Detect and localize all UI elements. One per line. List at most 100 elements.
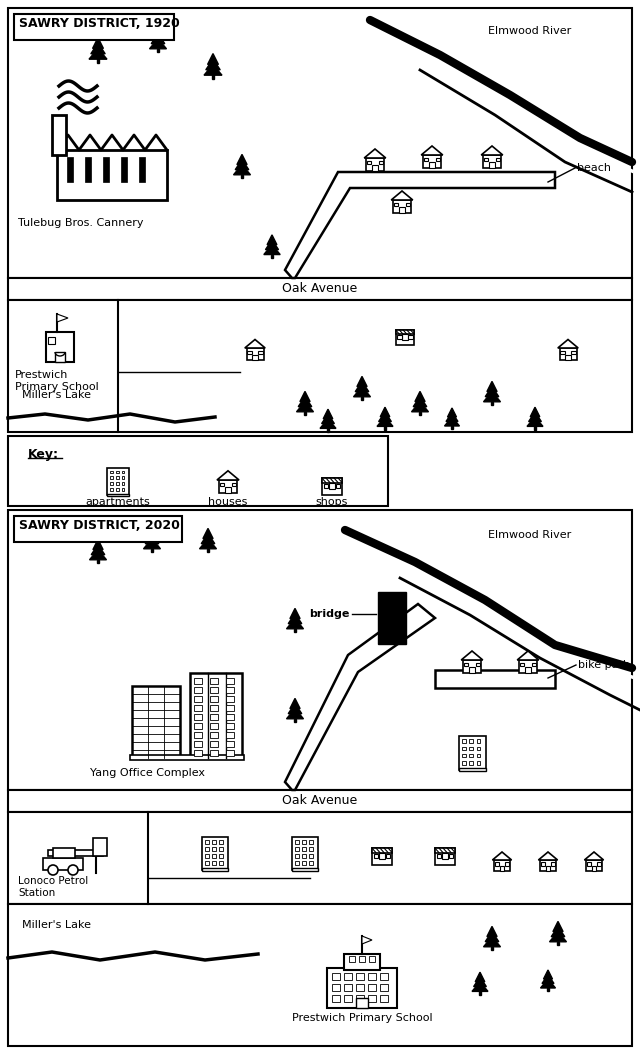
Bar [469,761,473,764]
Bar [372,848,392,864]
Bar [327,968,397,1008]
Bar [226,750,234,756]
Bar [458,768,486,770]
Bar [332,973,340,980]
Polygon shape [541,979,556,988]
Bar [361,396,364,401]
Polygon shape [380,407,390,416]
Polygon shape [217,471,239,480]
Text: bike path: bike path [578,660,630,670]
Bar [85,157,91,182]
Bar [572,351,575,354]
Text: houses: houses [208,497,248,507]
Bar [547,988,549,991]
Bar [374,854,378,858]
Bar [380,973,388,980]
Polygon shape [320,418,336,428]
Polygon shape [558,339,578,348]
Polygon shape [288,703,302,714]
Text: SAWRY DISTRICT, 2020: SAWRY DISTRICT, 2020 [19,519,180,532]
Polygon shape [298,396,312,407]
Bar [436,854,442,858]
Polygon shape [290,699,300,708]
Bar [540,860,556,872]
Bar [97,59,99,63]
Bar [324,484,328,488]
Polygon shape [485,932,499,941]
Bar [541,862,545,865]
Bar [344,984,352,991]
Polygon shape [551,926,564,937]
Bar [194,696,202,702]
Bar [122,470,124,473]
Text: shops: shops [316,497,348,507]
Polygon shape [483,392,500,402]
Polygon shape [550,932,566,942]
Bar [394,202,398,207]
Bar [8,510,632,790]
Polygon shape [461,651,483,660]
Bar [116,482,119,485]
Bar [210,750,218,756]
Bar [380,853,385,859]
Bar [132,686,180,758]
Bar [442,853,448,859]
Bar [423,155,441,168]
Polygon shape [584,852,604,860]
Polygon shape [543,970,552,979]
Polygon shape [245,339,265,348]
Polygon shape [285,604,435,790]
Bar [212,75,214,79]
Bar [557,942,559,945]
Polygon shape [266,240,278,250]
Bar [194,687,202,692]
Bar [462,740,466,743]
Polygon shape [474,977,486,987]
Bar [46,332,74,362]
Polygon shape [391,191,413,200]
Bar [396,330,414,346]
Polygon shape [264,245,280,255]
Bar [566,355,570,359]
Polygon shape [300,391,310,402]
Polygon shape [530,407,540,416]
Bar [309,840,313,843]
Polygon shape [412,402,429,412]
Bar [194,731,202,738]
Bar [304,412,307,415]
Bar [212,861,216,864]
Bar [451,426,453,429]
Bar [393,200,411,213]
Bar [252,355,257,359]
Polygon shape [267,235,277,245]
Polygon shape [285,172,555,278]
Bar [477,746,480,750]
Polygon shape [527,416,543,427]
Bar [462,754,466,758]
Polygon shape [538,852,557,860]
Text: Station: Station [18,889,55,898]
Bar [14,14,174,40]
Polygon shape [93,38,104,48]
Bar [464,663,468,666]
Bar [561,351,564,354]
Bar [368,995,376,1002]
Polygon shape [322,414,334,424]
Bar [356,973,364,980]
Bar [247,351,252,354]
Bar [477,740,480,743]
Bar [463,660,481,672]
Polygon shape [379,412,392,422]
Bar [226,705,234,711]
Bar [369,956,375,962]
Polygon shape [472,981,488,992]
Bar [122,482,124,485]
Bar [292,868,318,871]
Polygon shape [492,852,511,860]
Bar [367,160,371,164]
Polygon shape [357,376,367,387]
Polygon shape [529,412,541,422]
Bar [491,946,493,951]
Polygon shape [296,402,314,412]
Bar [194,741,202,747]
